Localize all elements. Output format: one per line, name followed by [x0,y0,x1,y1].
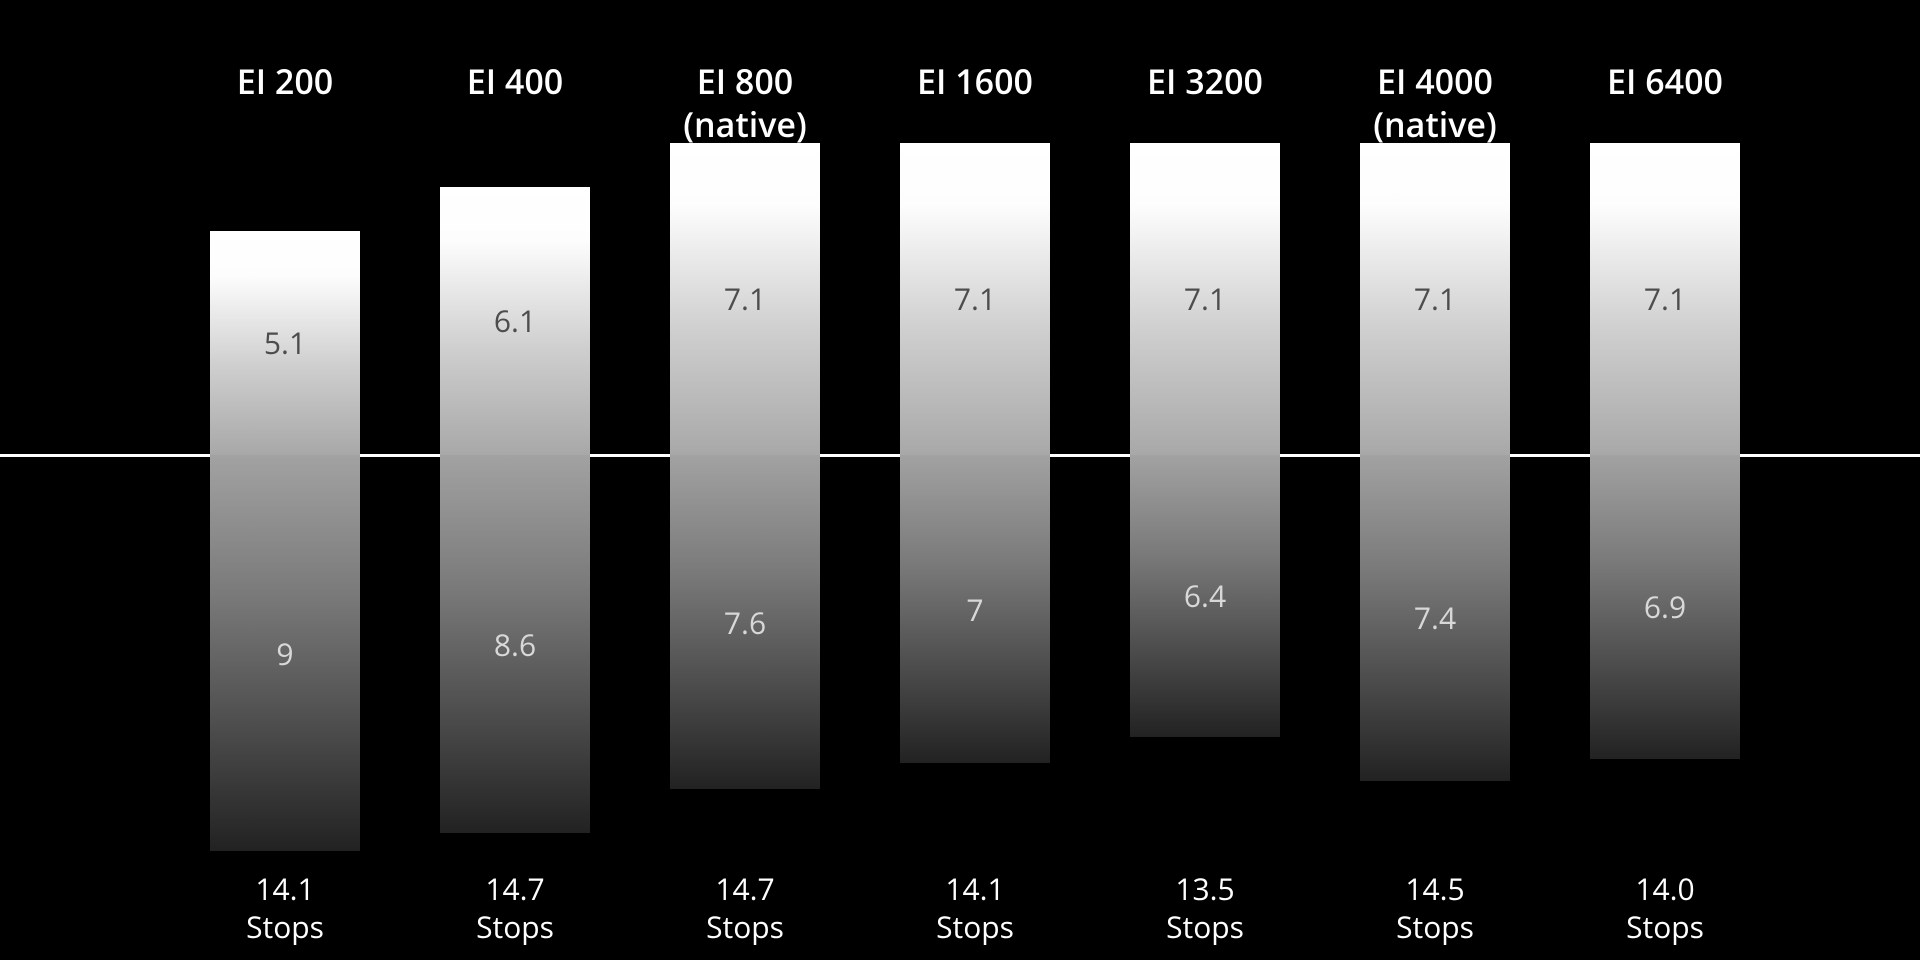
bar-highlights: 6.1 [440,187,590,455]
column-footer: 14.1Stops [865,870,1085,945]
column-header: EI 400 [405,60,625,103]
column-footer: 13.5Stops [1095,870,1315,945]
bar-highlights: 7.1 [1360,143,1510,455]
column-footer: 14.7Stops [635,870,855,945]
bar-shadows: 6.4 [1130,455,1280,737]
ei-label: EI 4000 [1325,60,1545,103]
stops-unit-label: Stops [405,908,625,946]
column-header: EI 1600 [865,60,1085,103]
bar-highlights: 7.1 [900,143,1050,455]
bar-highlights: 7.1 [1130,143,1280,455]
column-footer: 14.0Stops [1555,870,1775,945]
column-header: EI 4000(native) [1325,60,1545,145]
shadow-stops-value: 6.9 [1644,586,1686,627]
stops-unit-label: Stops [1095,908,1315,946]
highlight-stops-value: 7.1 [1184,278,1226,319]
column-header: EI 200 [175,60,395,103]
total-stops-value: 14.7 [635,870,855,908]
shadow-stops-value: 7.6 [724,602,766,643]
stops-unit-label: Stops [865,908,1085,946]
column-header: EI 800(native) [635,60,855,145]
bar-highlights: 5.1 [210,231,360,455]
ei-sublabel: (native) [635,103,855,146]
highlight-stops-value: 7.1 [724,278,766,319]
shadow-stops-value: 9 [276,633,293,674]
stops-unit-label: Stops [175,908,395,946]
highlight-stops-value: 7.1 [1414,278,1456,319]
total-stops-value: 14.1 [175,870,395,908]
column-footer: 14.1Stops [175,870,395,945]
bar-highlights: 7.1 [670,143,820,455]
highlight-stops-value: 7.1 [954,278,996,319]
bar-shadows: 7.6 [670,455,820,789]
bar-shadows: 7.4 [1360,455,1510,781]
highlight-stops-value: 7.1 [1644,278,1686,319]
bar-highlights: 7.1 [1590,143,1740,455]
shadow-stops-value: 7.4 [1414,597,1456,638]
shadow-stops-value: 6.4 [1184,575,1226,616]
shadow-stops-value: 7 [966,589,983,630]
stops-unit-label: Stops [1555,908,1775,946]
column-header: EI 3200 [1095,60,1315,103]
total-stops-value: 13.5 [1095,870,1315,908]
ei-label: EI 200 [175,60,395,103]
bar-shadows: 8.6 [440,455,590,833]
ei-label: EI 800 [635,60,855,103]
column-footer: 14.5Stops [1325,870,1545,945]
stops-unit-label: Stops [635,908,855,946]
ei-label: EI 400 [405,60,625,103]
bar-shadows: 6.9 [1590,455,1740,759]
ei-label: EI 3200 [1095,60,1315,103]
ei-label: EI 6400 [1555,60,1775,103]
bar-shadows: 9 [210,455,360,851]
bar-shadows: 7 [900,455,1050,763]
shadow-stops-value: 8.6 [494,624,536,665]
total-stops-value: 14.5 [1325,870,1545,908]
total-stops-value: 14.1 [865,870,1085,908]
ei-sublabel: (native) [1325,103,1545,146]
highlight-stops-value: 6.1 [494,300,536,341]
highlight-stops-value: 5.1 [264,322,306,363]
total-stops-value: 14.7 [405,870,625,908]
stops-unit-label: Stops [1325,908,1545,946]
column-header: EI 6400 [1555,60,1775,103]
dynamic-range-chart: EI 2005.1914.1StopsEI 4006.18.614.7Stops… [0,0,1920,960]
ei-label: EI 1600 [865,60,1085,103]
column-footer: 14.7Stops [405,870,625,945]
total-stops-value: 14.0 [1555,870,1775,908]
